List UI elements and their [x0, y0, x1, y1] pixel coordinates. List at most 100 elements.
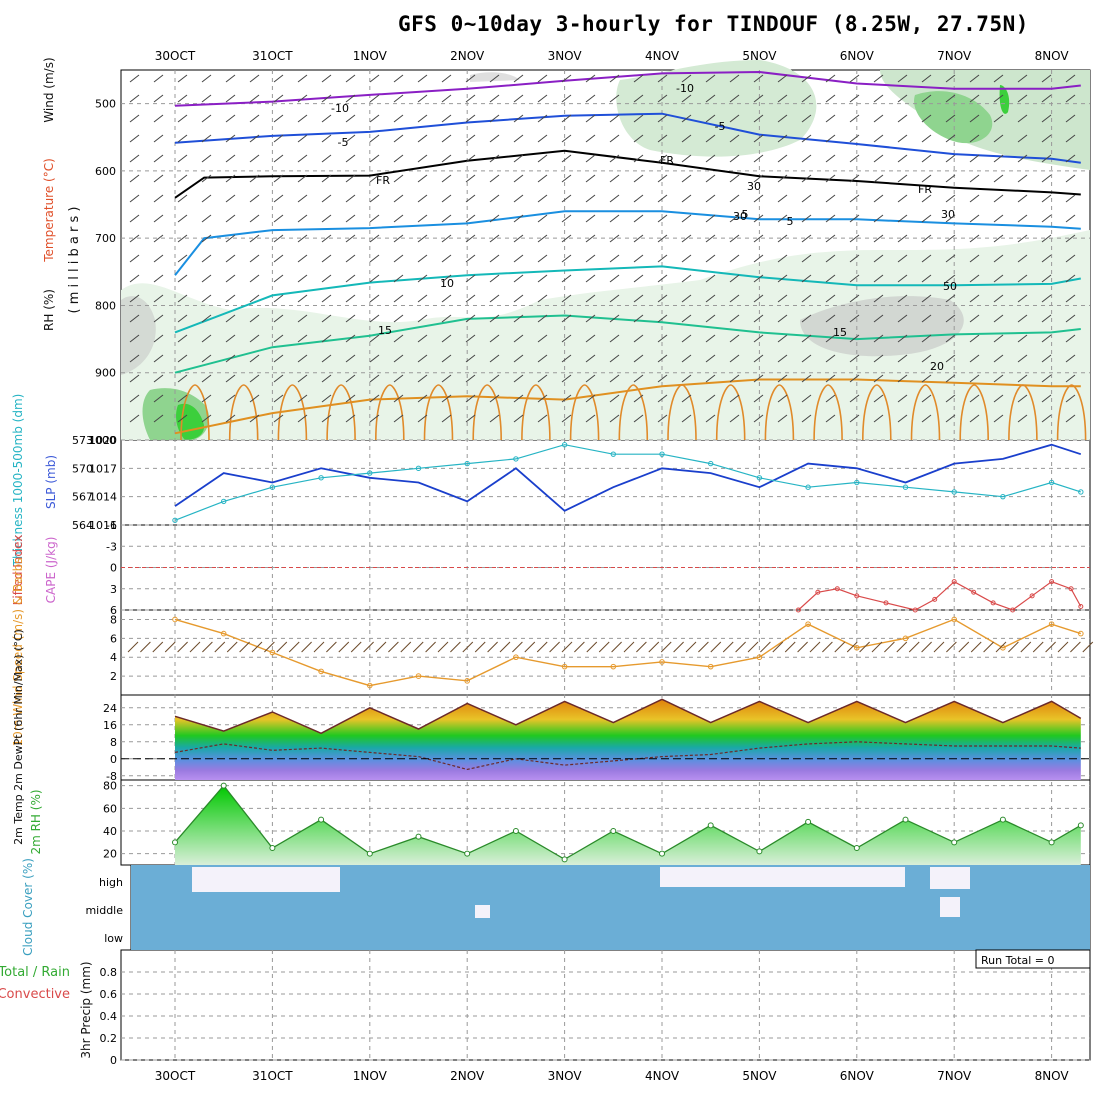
wind-barb — [609, 334, 620, 343]
wind-barb — [441, 94, 452, 103]
wind-barb — [897, 114, 908, 123]
wind-barb — [801, 234, 812, 243]
wind-barb — [129, 414, 140, 423]
surface-wind-barb — [846, 641, 858, 653]
lifted-index-series — [797, 580, 1082, 611]
wind-barb — [945, 114, 956, 123]
wind-barb — [969, 414, 980, 423]
wind-barb — [633, 214, 644, 223]
wind-barb — [945, 154, 956, 163]
wind-barb — [1065, 154, 1076, 163]
li-tick: -6 — [106, 519, 117, 532]
wind-barb — [441, 414, 452, 423]
wind-barb — [1041, 314, 1052, 323]
wind-barb — [777, 214, 788, 223]
wind-barb — [969, 174, 980, 183]
wind-barb — [873, 194, 884, 203]
wind-barb — [945, 374, 956, 383]
wind-barb — [1017, 134, 1028, 143]
chart-title: GFS 0~10day 3-hourly for TINDOUF (8.25W,… — [398, 12, 1029, 36]
wind-barb — [1041, 194, 1052, 203]
day-label-top: 2NOV — [450, 49, 485, 63]
wind-barb — [873, 214, 884, 223]
rh-point — [1048, 839, 1055, 846]
wind-barb — [153, 134, 164, 143]
wind-barb — [321, 274, 332, 283]
wind-barb — [201, 414, 212, 423]
wind-barb — [897, 94, 908, 103]
wind-barb — [345, 154, 356, 163]
wind-barb — [801, 254, 812, 263]
wind-barb — [1065, 194, 1076, 203]
wind-barb — [465, 114, 476, 123]
wind-barb — [801, 334, 812, 343]
wind-barb — [993, 294, 1004, 303]
wind-barb — [705, 294, 716, 303]
wind-barb — [801, 114, 812, 123]
cloud-row-label: middle — [85, 904, 123, 917]
wind-speed-point — [659, 659, 665, 665]
surface-wind-barb — [623, 641, 635, 653]
wind-barb — [465, 154, 476, 163]
wind-barb — [417, 194, 428, 203]
wind-barb — [225, 74, 236, 83]
surface-wind-barb — [747, 641, 759, 653]
wind-barb — [393, 194, 404, 203]
wind-barb — [177, 114, 188, 123]
wind-barb — [273, 194, 284, 203]
wind-barb — [897, 334, 908, 343]
wind-barb — [201, 114, 212, 123]
rh-point — [512, 828, 519, 834]
wind-barb — [705, 374, 716, 383]
wind-barb — [297, 334, 308, 343]
wind-barb — [345, 134, 356, 143]
wind-barb — [393, 374, 404, 383]
wind-barb — [537, 414, 548, 423]
day-label-top: 6NOV — [840, 49, 875, 63]
axis-labels: RH (%) Temperature (°C) Wind (m/s) ( m i… — [0, 57, 93, 1058]
wind-barb — [297, 414, 308, 423]
wind-barb — [465, 194, 476, 203]
wind-barb — [849, 334, 860, 343]
wind-barb — [177, 74, 188, 83]
wind-barb — [441, 214, 452, 223]
wind-barb — [297, 134, 308, 143]
wind-barb — [681, 114, 692, 123]
wind-barb — [921, 374, 932, 383]
wind-barb — [729, 74, 740, 83]
contour-line — [174, 265, 1081, 334]
wind-barb — [801, 214, 812, 223]
wind-barb — [465, 414, 476, 423]
wind-speed-point — [1048, 621, 1055, 627]
wind-barb — [633, 194, 644, 203]
wind-barb — [945, 134, 956, 143]
wind-barb — [1041, 274, 1052, 283]
wind-barb — [1065, 354, 1076, 363]
upper-air-ylabel-unit: ( m i l l i b a r s ) — [67, 207, 82, 314]
wind-barb — [321, 174, 332, 183]
wind-barb — [513, 114, 524, 123]
contour-label: -5 — [715, 120, 726, 133]
wind-barb — [921, 94, 932, 103]
wind-barb — [897, 374, 908, 383]
wind-barb — [801, 394, 812, 403]
day-label-top: 31OCT — [252, 49, 293, 63]
wind-barb — [969, 294, 980, 303]
temperature-contour — [862, 384, 892, 441]
thickness-point — [172, 517, 178, 523]
thickness-point — [610, 451, 616, 457]
wind-barb — [1065, 394, 1076, 403]
wind-barb — [777, 374, 788, 383]
temperature-contour — [326, 384, 356, 441]
wind-barb — [153, 214, 164, 223]
wind-barb — [129, 394, 140, 403]
wind-barb — [129, 114, 140, 123]
surface-wind-barb — [524, 641, 536, 653]
wind-barb — [345, 74, 356, 83]
wind-barb — [993, 234, 1004, 243]
wind-barb — [705, 174, 716, 183]
rh-point — [610, 828, 617, 834]
surface-wind-barb — [636, 641, 647, 653]
surface-wind-barb — [450, 641, 461, 653]
temp-area — [175, 699, 1081, 780]
